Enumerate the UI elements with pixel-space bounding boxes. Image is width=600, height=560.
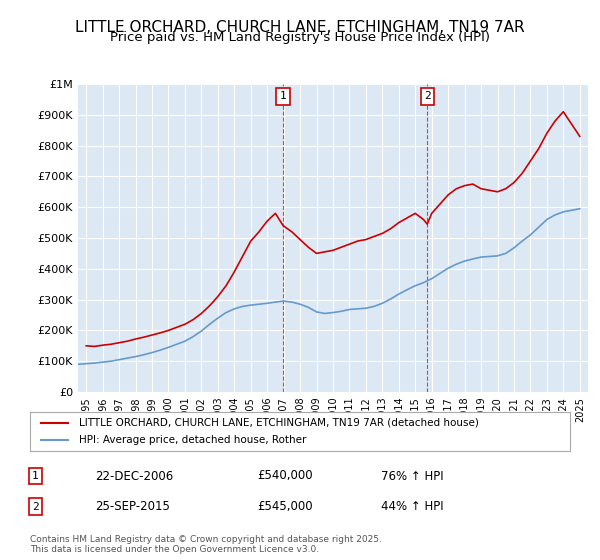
Text: Contains HM Land Registry data © Crown copyright and database right 2025.
This d: Contains HM Land Registry data © Crown c…: [30, 535, 382, 554]
Text: 76% ↑ HPI: 76% ↑ HPI: [381, 469, 443, 483]
Text: 2: 2: [424, 91, 431, 101]
Text: £545,000: £545,000: [257, 500, 313, 514]
Text: LITTLE ORCHARD, CHURCH LANE, ETCHINGHAM, TN19 7AR (detached house): LITTLE ORCHARD, CHURCH LANE, ETCHINGHAM,…: [79, 418, 478, 428]
Text: HPI: Average price, detached house, Rother: HPI: Average price, detached house, Roth…: [79, 435, 306, 445]
Text: 1: 1: [32, 471, 39, 481]
Text: Price paid vs. HM Land Registry's House Price Index (HPI): Price paid vs. HM Land Registry's House …: [110, 31, 490, 44]
Text: LITTLE ORCHARD, CHURCH LANE, ETCHINGHAM, TN19 7AR: LITTLE ORCHARD, CHURCH LANE, ETCHINGHAM,…: [75, 20, 525, 35]
Text: 22-DEC-2006: 22-DEC-2006: [95, 469, 173, 483]
Text: 1: 1: [280, 91, 287, 101]
Text: £540,000: £540,000: [257, 469, 313, 483]
Text: 25-SEP-2015: 25-SEP-2015: [95, 500, 170, 514]
Text: 2: 2: [32, 502, 39, 512]
Text: 44% ↑ HPI: 44% ↑ HPI: [381, 500, 443, 514]
